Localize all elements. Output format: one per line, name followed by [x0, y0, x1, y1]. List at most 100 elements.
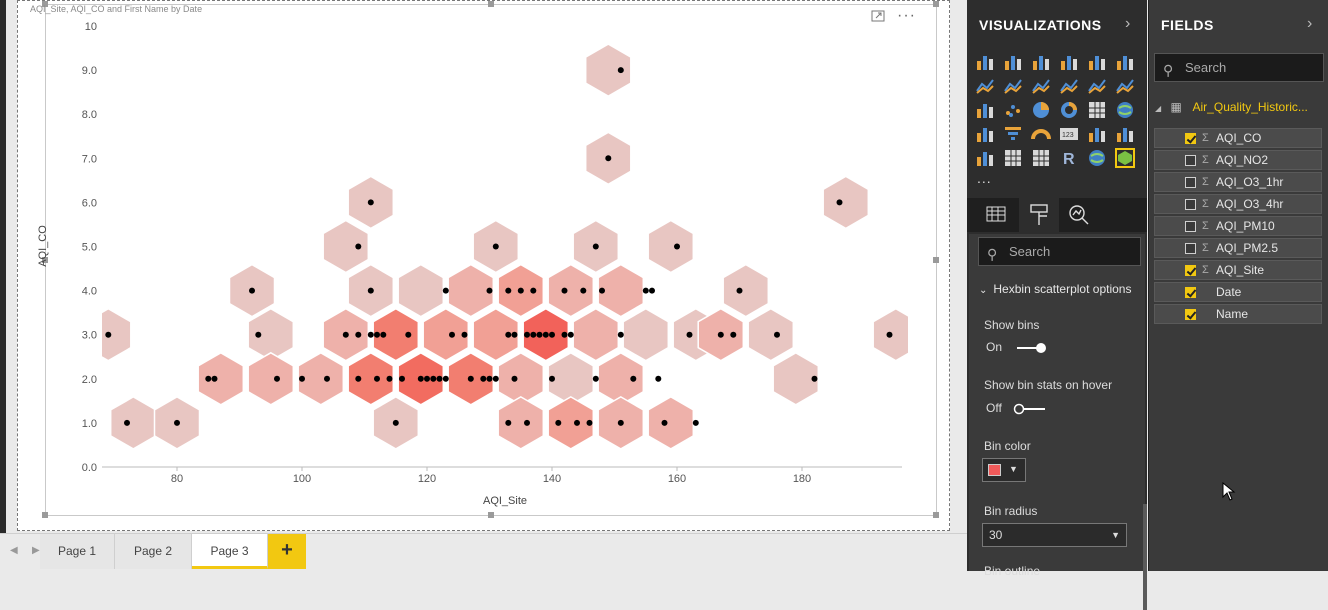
hexbin-6[interactable]: [247, 351, 295, 406]
data-point-77[interactable]: [774, 331, 780, 338]
kpi-icon[interactable]: [1115, 124, 1135, 144]
data-point-39[interactable]: [511, 375, 518, 382]
data-point-44[interactable]: [524, 331, 530, 338]
data-point-34[interactable]: [486, 375, 493, 382]
resize-handle-left[interactable]: [42, 257, 48, 263]
data-point-54[interactable]: [524, 419, 530, 426]
hexbin-13[interactable]: [372, 307, 420, 362]
funnel-icon[interactable]: [1003, 124, 1023, 144]
hexbin-icon[interactable]: [1115, 148, 1135, 168]
hexbin-8[interactable]: [322, 219, 370, 274]
data-point-55[interactable]: [555, 419, 562, 426]
resize-handle-bottom-left[interactable]: [42, 512, 48, 518]
resize-handle-top-right[interactable]: [933, 1, 939, 7]
slicer-icon[interactable]: [975, 148, 995, 168]
hexbin-36[interactable]: [622, 307, 670, 362]
100-column-icon[interactable]: [1115, 52, 1135, 72]
data-point-8[interactable]: [299, 375, 305, 382]
field-aqi-o3-4hr[interactable]: Σ AQI_O3_4hr: [1154, 194, 1322, 214]
data-point-21[interactable]: [392, 419, 399, 426]
hexbin-37[interactable]: [647, 219, 695, 274]
hexbin-1[interactable]: [109, 396, 157, 450]
field-aqi-pm2-5[interactable]: Σ AQI_PM2.5: [1154, 238, 1322, 258]
data-point-9[interactable]: [324, 375, 330, 382]
hexbin-12[interactable]: [347, 351, 395, 406]
hexbin-26[interactable]: [547, 263, 595, 318]
data-point-32[interactable]: [467, 375, 474, 382]
hexbin-45[interactable]: [872, 307, 918, 362]
data-point-70[interactable]: [661, 419, 668, 426]
line-column-icon[interactable]: [1059, 76, 1079, 96]
treemap-icon[interactable]: [1087, 100, 1107, 120]
data-point-37[interactable]: [492, 243, 499, 250]
field-checkbox[interactable]: [1185, 243, 1196, 254]
data-point-71[interactable]: [674, 243, 680, 250]
map-icon[interactable]: [1115, 100, 1135, 120]
data-point-23[interactable]: [405, 331, 412, 338]
filled-map-icon[interactable]: [975, 124, 995, 144]
format-scrollbar[interactable]: [1143, 504, 1147, 610]
table-item[interactable]: ◢ ▦ Air_Quality_Historic...: [1155, 100, 1308, 114]
data-point-12[interactable]: [355, 331, 362, 338]
data-point-62[interactable]: [605, 155, 612, 162]
fields-well-tab[interactable]: [977, 198, 1017, 232]
field-checkbox[interactable]: [1185, 133, 1196, 144]
tab-page-2[interactable]: Page 2: [115, 534, 192, 569]
data-point-49[interactable]: [561, 331, 568, 338]
tab-scroll-right-icon[interactable]: ▶: [32, 545, 40, 556]
data-point-14[interactable]: [367, 199, 374, 206]
hexbin-options-section[interactable]: ⌄ Hexbin scatterplot options: [979, 282, 1131, 296]
format-tab[interactable]: [1019, 198, 1059, 232]
hexbin-42[interactable]: [747, 307, 795, 362]
data-point-74[interactable]: [717, 331, 724, 338]
data-point-25[interactable]: [424, 375, 430, 382]
data-point-22[interactable]: [399, 375, 405, 382]
hexbin-visual[interactable]: [42, 1, 939, 518]
hexbin-17[interactable]: [422, 307, 470, 362]
field-checkbox[interactable]: [1185, 265, 1196, 276]
data-point-35[interactable]: [492, 375, 499, 382]
data-point-63[interactable]: [617, 67, 624, 74]
hexbin-15[interactable]: [397, 263, 445, 318]
data-point-72[interactable]: [686, 331, 693, 338]
data-point-1[interactable]: [124, 419, 130, 426]
data-point-36[interactable]: [486, 287, 493, 294]
field-checkbox[interactable]: [1185, 221, 1196, 232]
data-point-59[interactable]: [580, 287, 587, 294]
data-point-29[interactable]: [442, 287, 449, 294]
data-point-10[interactable]: [342, 331, 349, 338]
data-point-17[interactable]: [374, 331, 380, 338]
add-page-button[interactable]: +: [268, 534, 306, 569]
data-point-73[interactable]: [692, 419, 699, 426]
data-point-19[interactable]: [374, 375, 380, 382]
ribbon-chart-icon[interactable]: [1115, 76, 1135, 96]
stacked-column-icon[interactable]: [1003, 52, 1023, 72]
line-stacked-column-icon[interactable]: [1087, 76, 1107, 96]
data-point-78[interactable]: [811, 375, 818, 382]
data-point-27[interactable]: [436, 375, 443, 382]
matrix-icon[interactable]: [1031, 148, 1051, 168]
data-point-48[interactable]: [549, 331, 555, 338]
fields-search-input[interactable]: ⚲ Search: [1154, 53, 1324, 82]
bin-radius-dropdown[interactable]: 30 ▼: [982, 523, 1127, 547]
more-options-icon[interactable]: ···: [897, 7, 916, 24]
data-point-40[interactable]: [517, 287, 524, 294]
collapse-fields-icon[interactable]: ›: [1307, 15, 1313, 32]
resize-handle-bottom[interactable]: [488, 512, 494, 518]
table-icon[interactable]: [1003, 148, 1023, 168]
data-point-53[interactable]: [505, 419, 512, 426]
data-point-20[interactable]: [386, 375, 393, 382]
gauge-icon[interactable]: [1031, 124, 1051, 144]
field-aqi-pm10[interactable]: Σ AQI_PM10: [1154, 216, 1322, 236]
data-point-66[interactable]: [630, 375, 637, 382]
resize-handle-right[interactable]: [933, 257, 939, 263]
data-point-57[interactable]: [586, 419, 593, 426]
field-checkbox[interactable]: [1185, 155, 1196, 166]
scatter-icon[interactable]: [1003, 100, 1023, 120]
data-point-64[interactable]: [617, 331, 624, 338]
data-point-67[interactable]: [642, 287, 649, 294]
data-point-69[interactable]: [655, 375, 662, 382]
data-point-76[interactable]: [736, 287, 743, 294]
data-point-52[interactable]: [549, 375, 555, 382]
data-point-7[interactable]: [274, 375, 280, 382]
